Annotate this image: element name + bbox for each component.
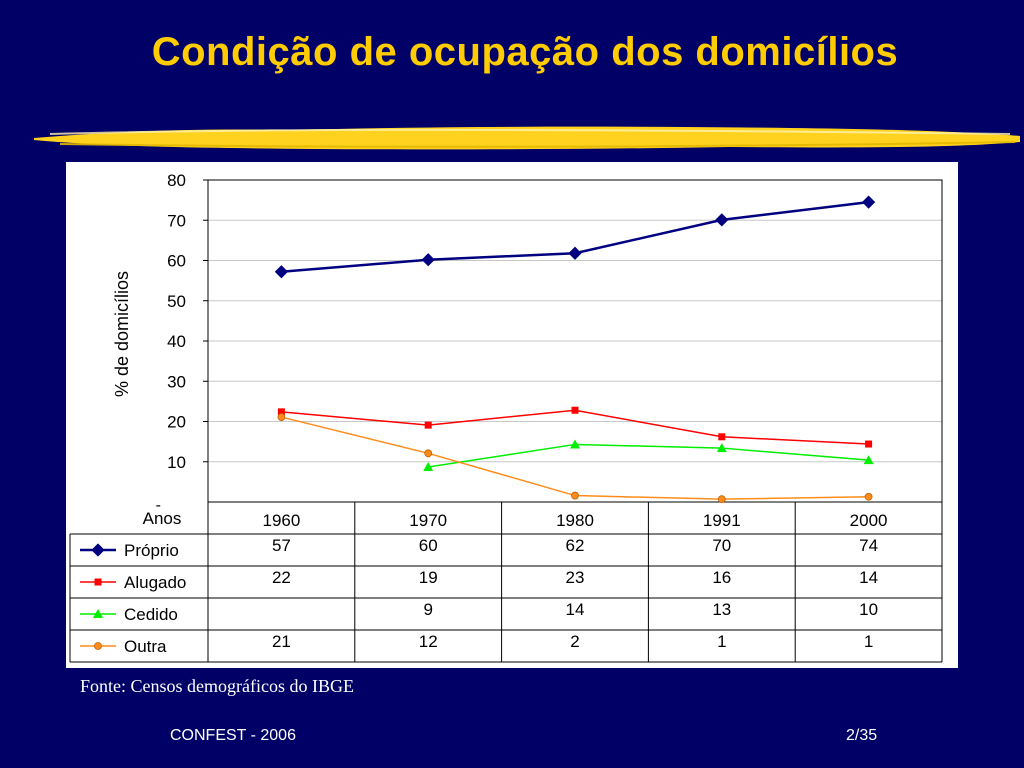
- data-point-alugado: [865, 440, 873, 448]
- legend-marker-cedido: [93, 609, 103, 618]
- table-cell-alugado: 14: [859, 568, 878, 587]
- y-tick-label: 60: [167, 252, 186, 271]
- table-cell-proprio: 74: [859, 536, 878, 555]
- table-cell-cedido: 13: [712, 600, 731, 619]
- table-cell-proprio: 62: [566, 536, 585, 555]
- legend-marker-proprio: [91, 543, 105, 557]
- series-line-outra: [281, 416, 869, 500]
- legend-label-proprio: Próprio: [124, 541, 179, 560]
- data-point-alugado: [424, 421, 432, 429]
- plot-area-frame: [207, 179, 943, 503]
- data-point-proprio: [715, 213, 729, 227]
- page-number: 2/35: [846, 727, 878, 744]
- y-tick-label: 70: [167, 211, 186, 230]
- data-point-cedido: [570, 439, 580, 449]
- data-point-proprio: [862, 195, 876, 209]
- table-cell-alugado: 16: [712, 568, 731, 587]
- y-axis-label: % de domicílios: [112, 271, 132, 397]
- table-cell-proprio: 70: [712, 536, 731, 555]
- y-tick-label: 50: [167, 292, 186, 311]
- y-tick-label: 40: [167, 332, 186, 351]
- y-tick-label-zero: -: [156, 497, 161, 514]
- y-tick-label: 10: [167, 453, 186, 472]
- data-point-cedido: [863, 455, 874, 465]
- data-point-alugado: [718, 433, 726, 441]
- footer-event: CONFEST - 2006: [170, 727, 296, 744]
- series-line-cedido: [428, 443, 869, 468]
- series-line-proprio: [281, 200, 869, 274]
- table-cell-alugado: 19: [419, 568, 438, 587]
- slide-title: Condição de ocupação dos domicílios: [151, 30, 899, 74]
- x-tick-label: 1980: [556, 511, 594, 530]
- table-cell-alugado: 23: [566, 568, 585, 587]
- table-cell-cedido: 9: [423, 600, 432, 619]
- legend-marker-alugado: [94, 578, 102, 586]
- data-point-alugado: [571, 406, 579, 414]
- x-tick-label: 1991: [703, 511, 741, 530]
- table-cell-outra: 1: [717, 632, 726, 651]
- title-underline-decoration: [34, 126, 1020, 150]
- data-point-alugado: [277, 408, 285, 416]
- y-tick-label: 30: [167, 372, 186, 391]
- table-cell-outra: 12: [419, 632, 438, 651]
- table-cell-cedido: 10: [859, 600, 878, 619]
- x-axis-label: Anos: [143, 509, 182, 528]
- table-cell-cedido: 14: [566, 600, 585, 619]
- table-cell-proprio: 60: [419, 536, 438, 555]
- table-cell-outra: 21: [272, 632, 291, 651]
- table-cell-outra: 2: [570, 632, 579, 651]
- data-point-proprio: [421, 253, 435, 267]
- data-point-outra: [864, 492, 873, 501]
- data-point-outra: [424, 449, 433, 458]
- table-cell-proprio: 57: [272, 536, 291, 555]
- table-cell-alugado: 22: [272, 568, 291, 587]
- data-point-proprio: [274, 265, 288, 279]
- x-tick-label: 1960: [262, 511, 300, 530]
- y-tick-label: 20: [167, 413, 186, 432]
- x-tick-label: 1970: [409, 511, 447, 530]
- data-point-cedido: [716, 443, 727, 453]
- legend-marker-outra: [94, 642, 102, 650]
- data-point-outra: [717, 495, 726, 504]
- legend-label-alugado: Alugado: [124, 573, 186, 592]
- data-point-outra: [571, 491, 579, 500]
- chart-panel: % de domicílios 80 70 60 50 40 30 20 10- Anos 19…: [66, 162, 958, 668]
- data-point-outra: [277, 413, 286, 421]
- table-cell-outra: 1: [864, 632, 873, 651]
- data-point-cedido: [423, 461, 434, 471]
- x-tick-label: 2000: [850, 511, 888, 530]
- data-point-proprio: [568, 246, 582, 260]
- y-tick-label: 80: [167, 171, 186, 190]
- legend-label-cedido: Cedido: [124, 605, 178, 624]
- source-note: Fonte: Censos demográficos do IBGE: [80, 676, 354, 696]
- legend-label-outra: Outra: [124, 637, 167, 656]
